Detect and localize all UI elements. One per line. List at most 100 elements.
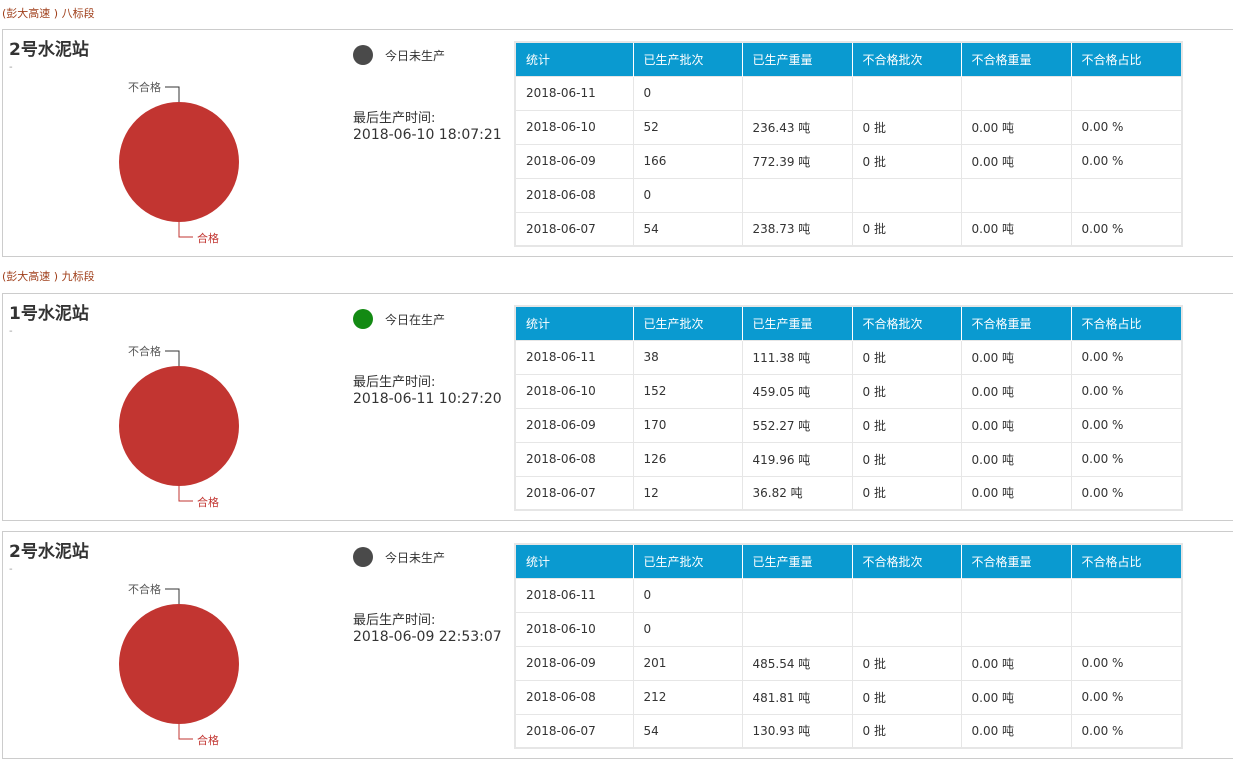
table-cell: 459.05 吨 [742, 373, 853, 408]
table-cell: 0 [633, 577, 743, 612]
table-cell: 130.93 吨 [742, 713, 853, 748]
table-cell: 111.38 吨 [742, 339, 853, 374]
table-cell: 0.00 吨 [961, 211, 1072, 246]
table-row: 2018-06-11 0 [515, 75, 1183, 110]
table-cell [852, 177, 962, 212]
table-cell [1071, 177, 1183, 212]
column-header: 统计 [515, 544, 634, 578]
column-header: 不合格批次 [852, 42, 962, 76]
table-cell: 0.00 吨 [961, 645, 1072, 680]
table-cell: 2018-06-11 [515, 339, 634, 374]
label-line-unqualified [165, 350, 180, 366]
table-cell: 485.54 吨 [742, 645, 853, 680]
table-cell: 0.00 % [1071, 109, 1183, 144]
status-dot-icon [353, 45, 373, 65]
label-line-unqualified [165, 86, 180, 102]
label-line-qualified [178, 486, 193, 502]
pie-label-unqualified: 不合格 [128, 80, 161, 94]
column-header: 不合格重量 [961, 544, 1072, 578]
table-cell: 0 批 [852, 713, 962, 748]
table-cell: 0 批 [852, 339, 962, 374]
table-cell: 0.00 吨 [961, 143, 1072, 178]
table-cell: 772.39 吨 [742, 143, 853, 178]
station-title: 1号水泥站 [9, 304, 89, 324]
table-cell: 0 批 [852, 143, 962, 178]
station-subtitle: - [9, 326, 13, 337]
column-header: 不合格批次 [852, 306, 962, 340]
table-cell: 2018-06-11 [515, 577, 634, 612]
station-subtitle: - [9, 62, 13, 73]
table-cell: 2018-06-08 [515, 177, 634, 212]
table-cell: 0.00 吨 [961, 373, 1072, 408]
table-cell [961, 577, 1072, 612]
column-header: 统计 [515, 306, 634, 340]
table-cell: 2018-06-09 [515, 407, 634, 442]
column-header: 不合格重量 [961, 306, 1072, 340]
table-cell [742, 577, 853, 612]
status-dot-icon [353, 309, 373, 329]
table-cell: 552.27 吨 [742, 407, 853, 442]
station-panel: 2号水泥站 - 不合格 合格 今日未生产 最后生产时间: 2018-06-10 … [2, 29, 1233, 257]
table-cell: 0.00 % [1071, 407, 1183, 442]
table-cell: 0.00 % [1071, 373, 1183, 408]
table-cell [742, 177, 853, 212]
column-header: 已生产批次 [633, 306, 743, 340]
pie-label-unqualified: 不合格 [128, 344, 161, 358]
last-production-time: 2018-06-11 10:27:20 [353, 391, 502, 407]
table-cell [961, 75, 1072, 110]
table-cell: 2018-06-08 [515, 441, 634, 476]
pie-slice-qualified[interactable] [119, 102, 239, 222]
label-line-unqualified [165, 588, 180, 604]
table-cell: 2018-06-10 [515, 373, 634, 408]
table-cell: 0.00 吨 [961, 679, 1072, 714]
table-cell: 212 [633, 679, 743, 714]
table-cell: 0 批 [852, 109, 962, 144]
column-header: 不合格重量 [961, 42, 1072, 76]
table-cell: 0 批 [852, 373, 962, 408]
last-production-label: 最后生产时间: [353, 375, 436, 390]
table-cell: 0 批 [852, 679, 962, 714]
table-cell: 236.43 吨 [742, 109, 853, 144]
table-cell [1071, 577, 1183, 612]
column-header: 已生产重量 [742, 544, 853, 578]
table-cell: 2018-06-09 [515, 645, 634, 680]
table-cell: 0.00 吨 [961, 109, 1072, 144]
table-cell [742, 75, 853, 110]
table-cell: 0.00 % [1071, 679, 1183, 714]
column-header: 统计 [515, 42, 634, 76]
pie-label-unqualified: 不合格 [128, 582, 161, 596]
table-cell: 481.81 吨 [742, 679, 853, 714]
table-cell: 0.00 % [1071, 339, 1183, 374]
table-cell: 170 [633, 407, 743, 442]
table-cell: 2018-06-09 [515, 143, 634, 178]
table-cell: 419.96 吨 [742, 441, 853, 476]
section-title: (彭大高速 ) 九标段 [2, 270, 95, 283]
qualified-pie-chart: 不合格 合格 [119, 344, 239, 509]
table-cell: 2018-06-10 [515, 611, 634, 646]
pie-label-qualified: 合格 [197, 495, 219, 509]
pie-slice-qualified[interactable] [119, 366, 239, 486]
production-table: 统计 已生产批次 已生产重量 不合格批次 不合格重量 不合格占比 2018-06-11 38… [514, 305, 1183, 511]
pie-label-qualified: 合格 [197, 231, 219, 245]
status-dot-icon [353, 547, 373, 567]
table-cell: 2018-06-07 [515, 211, 634, 246]
table-cell: 2018-06-07 [515, 475, 634, 510]
table-cell: 54 [633, 713, 743, 748]
station-panel: 1号水泥站 - 不合格 合格 今日在生产 最后生产时间: 2018-06-11 … [2, 293, 1233, 521]
section-title: (彭大高速 ) 八标段 [2, 7, 95, 20]
status-text: 今日未生产 [385, 49, 446, 63]
table-cell: 2018-06-10 [515, 109, 634, 144]
table-cell: 0.00 % [1071, 211, 1183, 246]
table-cell: 0.00 % [1071, 645, 1183, 680]
production-table: 统计 已生产批次 已生产重量 不合格批次 不合格重量 不合格占比 2018-06-11 0 2… [514, 41, 1183, 247]
pie-slice-qualified[interactable] [119, 604, 239, 724]
label-line-qualified [178, 724, 193, 740]
table-cell: 0.00 吨 [961, 339, 1072, 374]
